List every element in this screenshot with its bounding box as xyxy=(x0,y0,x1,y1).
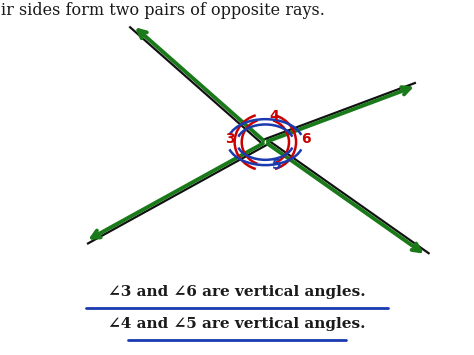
Text: 3: 3 xyxy=(225,132,235,146)
Text: 5: 5 xyxy=(272,158,282,172)
Text: ∠4 and ∠5 are vertical angles.: ∠4 and ∠5 are vertical angles. xyxy=(108,317,366,331)
Text: 4: 4 xyxy=(269,109,279,122)
Text: 6: 6 xyxy=(301,132,310,146)
Text: ∠3 and ∠6 are vertical angles.: ∠3 and ∠6 are vertical angles. xyxy=(108,285,366,299)
Text: ir sides form two pairs of opposite rays.: ir sides form two pairs of opposite rays… xyxy=(0,2,325,20)
